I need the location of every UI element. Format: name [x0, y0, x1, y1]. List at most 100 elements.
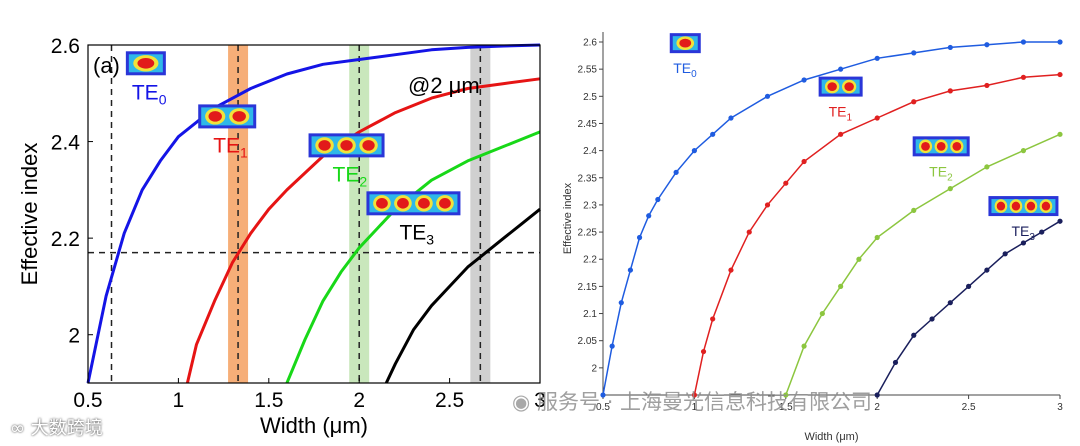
data-point-TE0 — [874, 55, 880, 61]
mode-image-TE0 — [125, 51, 166, 76]
x-tick-label: 2.5 — [435, 389, 464, 412]
x-tick-label: 0.5 — [73, 389, 102, 412]
data-point-TE2 — [1057, 131, 1063, 137]
mode-lobe-core — [1011, 201, 1021, 211]
x-tick-label: 3 — [534, 389, 546, 412]
data-point-TE3 — [911, 332, 917, 338]
y-tick-label: 2.6 — [51, 35, 80, 58]
data-point-TE0 — [764, 93, 771, 99]
watermark-right: ◉ 服务号 · 上海曼光信息科技有限公司 — [512, 386, 872, 416]
data-point-TE0 — [947, 44, 953, 51]
y-tick-label: 2.15 — [578, 282, 598, 293]
data-point-TE0 — [646, 213, 652, 219]
series-line-TE3 — [876, 220, 1061, 396]
mode-label-TE0: TE0 — [673, 60, 697, 80]
mode-lobe-core — [844, 82, 854, 91]
data-point-TE2 — [874, 234, 880, 241]
mode-image-field — [991, 199, 1056, 214]
data-point-TE1 — [874, 115, 880, 121]
series-line-TE0 — [86, 43, 541, 384]
data-point-TE1 — [1057, 71, 1063, 78]
mode-lobe-core — [439, 198, 451, 209]
y-tick-label: 2.25 — [578, 228, 598, 239]
chart-left: 0.5 1 1.5 2 2.5 3 2 2.2 2.4 2.6 Width (μm) Effectiv… — [17, 35, 546, 438]
y-tick-label: 2.5 — [583, 92, 597, 103]
mode-lobe-core — [1026, 201, 1036, 211]
y-tick-label: 2.3 — [583, 200, 597, 211]
x-tick-label: 2 — [353, 389, 365, 412]
x-tick-label: 1.5 — [779, 402, 793, 413]
data-point-TE3 — [966, 283, 972, 289]
y-tick-label: 2 — [591, 363, 597, 374]
logo-icon: ∞ — [10, 418, 25, 439]
mode-lobe-core — [397, 198, 409, 209]
data-point-TE0 — [911, 50, 917, 56]
data-point-TE0 — [1057, 39, 1063, 45]
mode-lobe-core — [362, 140, 375, 151]
mode-label-TE3: TE3 — [1011, 223, 1035, 243]
data-point-TE3 — [984, 267, 990, 273]
mode-lobe-core — [1041, 201, 1051, 211]
annotation-wavelength: @2 μm — [408, 73, 480, 98]
data-point-TE3 — [1039, 229, 1045, 235]
data-point-TE0 — [801, 77, 807, 83]
data-point-TE0 — [691, 148, 698, 154]
series-line-TE3 — [384, 208, 541, 384]
y-tick-label: 2.4 — [51, 132, 81, 155]
data-point-TE2 — [783, 392, 789, 398]
data-point-TE0 — [710, 131, 716, 137]
mode-lobe-core — [952, 141, 962, 151]
x-tick-label: 1 — [173, 389, 185, 412]
x-tick-label: 1 — [692, 402, 698, 413]
mode-lobe-core — [921, 141, 930, 151]
data-point-TE0 — [984, 42, 990, 48]
data-point-TE2 — [947, 186, 953, 192]
mode-image-TE2 — [308, 133, 385, 158]
y-tick-label: 2.2 — [51, 228, 80, 251]
data-point-TE2 — [856, 256, 862, 262]
data-point-TE1 — [911, 99, 917, 105]
mode-lobe-core — [340, 140, 353, 151]
plot-frame — [87, 44, 541, 384]
data-point-TE0 — [627, 267, 634, 273]
mode-image-TE2 — [912, 136, 970, 157]
data-point-TE1 — [710, 316, 716, 322]
series-line-TE1 — [185, 77, 541, 384]
data-point-TE1 — [728, 267, 734, 273]
data-point-TE0 — [655, 196, 661, 203]
data-point-TE0 — [1020, 39, 1027, 45]
data-point-TE1 — [691, 392, 698, 398]
mode-lobe-core — [827, 82, 837, 91]
watermark-left: ∞ 大数跨境 — [10, 414, 103, 440]
x-tick-label: 0.5 — [596, 402, 610, 413]
data-point-TE3 — [892, 359, 899, 366]
x-tick-label: 2 — [874, 402, 880, 413]
data-point-TE0 — [600, 392, 606, 398]
data-point-TE0 — [636, 234, 643, 241]
mode-label-TE2: TE2 — [929, 163, 953, 183]
x-axis-label: Width (μm) — [804, 431, 858, 443]
mode-image-TE3 — [366, 191, 461, 216]
data-point-TE2 — [911, 207, 917, 213]
data-point-TE1 — [947, 88, 953, 94]
data-point-TE1 — [801, 158, 807, 165]
x-axis-label: Width (μm) — [260, 413, 368, 438]
data-point-TE1 — [746, 229, 752, 235]
data-point-TE3 — [1002, 251, 1008, 257]
mode-label-TE1: TE1 — [829, 104, 853, 124]
data-point-TE1 — [700, 348, 707, 355]
mode-lobe-core — [208, 111, 222, 122]
y-tick-label: 2.4 — [583, 146, 597, 157]
series-line-TE2 — [285, 130, 541, 384]
data-point-TE1 — [1020, 74, 1027, 80]
y-tick-label: 2.05 — [578, 336, 598, 347]
y-tick-label: 2.1 — [583, 309, 597, 320]
data-point-TE3 — [1020, 240, 1027, 246]
y-tick-label: 2 — [68, 325, 80, 348]
wechat-icon: ◉ — [512, 390, 531, 414]
mode-lobe-core — [996, 201, 1006, 211]
data-point-TE1 — [984, 82, 990, 89]
mode-lobe-core — [679, 38, 692, 48]
mode-lobe-core — [936, 141, 946, 151]
watermark-right-text: 服务号 · 上海曼光信息科技有限公司 — [537, 390, 873, 414]
